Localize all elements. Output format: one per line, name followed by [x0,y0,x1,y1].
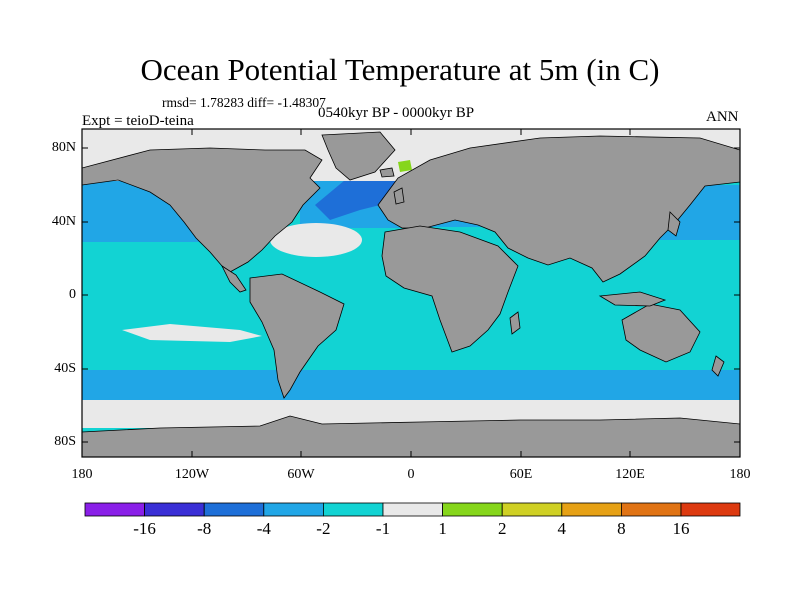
colorbar-label-16: 16 [661,519,701,539]
colorbar-label-minus16: -16 [125,519,165,539]
lon-label-120w: 120W [162,467,222,483]
colorbar-label-2: 2 [482,519,522,539]
colorbar-label-1: 1 [423,519,463,539]
colorbar-label-8: 8 [601,519,641,539]
colorbar-swatch-8 [502,503,562,516]
colorbar-swatch-4 [264,503,324,516]
colorbar-swatch-7 [443,503,503,516]
lat-label-40n: 40N [36,214,76,230]
colorbar-swatch-6 [383,503,443,516]
land-iceland [380,168,394,177]
warm-patch-greenland-sea [398,160,412,172]
lon-label-180e: 180 [710,467,770,483]
ocean-cool-band-southern [82,370,740,400]
colorbar-label-minus1: -1 [363,519,403,539]
lat-label-0: 0 [36,287,76,303]
colorbar-swatch-9 [562,503,622,516]
colorbar-swatch-2 [145,503,205,516]
colorbar-label-minus8: -8 [184,519,224,539]
colorbar-label-minus2: -2 [303,519,343,539]
colorbar [85,503,740,516]
lon-label-60w: 60W [271,467,331,483]
lat-label-80n: 80N [36,140,76,156]
lon-label-0: 0 [381,467,441,483]
map-plot-area [82,129,740,457]
colorbar-label-4: 4 [542,519,582,539]
colorbar-swatch-1 [85,503,145,516]
lat-label-80s: 80S [36,434,76,450]
colorbar-swatch-3 [204,503,264,516]
map-figure [0,0,800,600]
colorbar-swatch-11 [681,503,740,516]
colorbar-label-minus4: -4 [244,519,284,539]
colorbar-swatch-5 [323,503,383,516]
lon-label-180w: 180 [52,467,112,483]
lon-label-120e: 120E [600,467,660,483]
lon-label-60e: 60E [491,467,551,483]
colorbar-swatch-10 [621,503,681,516]
lat-label-40s: 40S [36,361,76,377]
